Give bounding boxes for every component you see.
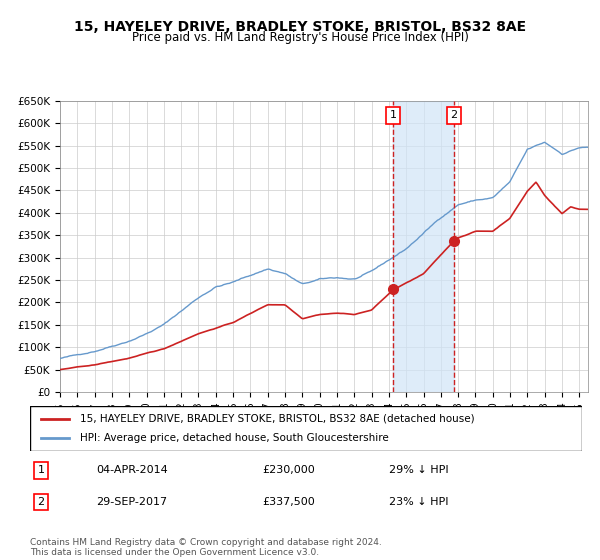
- Text: 04-APR-2014: 04-APR-2014: [96, 465, 168, 475]
- Text: 29-SEP-2017: 29-SEP-2017: [96, 497, 167, 507]
- Text: 2: 2: [37, 497, 44, 507]
- Text: HPI: Average price, detached house, South Gloucestershire: HPI: Average price, detached house, Sout…: [80, 433, 388, 444]
- Text: 1: 1: [38, 465, 44, 475]
- Text: 15, HAYELEY DRIVE, BRADLEY STOKE, BRISTOL, BS32 8AE: 15, HAYELEY DRIVE, BRADLEY STOKE, BRISTO…: [74, 20, 526, 34]
- Text: £230,000: £230,000: [262, 465, 314, 475]
- Text: 15, HAYELEY DRIVE, BRADLEY STOKE, BRISTOL, BS32 8AE (detached house): 15, HAYELEY DRIVE, BRADLEY STOKE, BRISTO…: [80, 413, 475, 423]
- Text: 1: 1: [390, 110, 397, 120]
- Text: 23% ↓ HPI: 23% ↓ HPI: [389, 497, 448, 507]
- Bar: [393, 101, 454, 392]
- Text: 29% ↓ HPI: 29% ↓ HPI: [389, 465, 448, 475]
- Text: £337,500: £337,500: [262, 497, 314, 507]
- Text: Contains HM Land Registry data © Crown copyright and database right 2024.
This d: Contains HM Land Registry data © Crown c…: [30, 538, 382, 557]
- FancyBboxPatch shape: [30, 406, 582, 451]
- Text: 2: 2: [450, 110, 457, 120]
- Text: Price paid vs. HM Land Registry's House Price Index (HPI): Price paid vs. HM Land Registry's House …: [131, 31, 469, 44]
